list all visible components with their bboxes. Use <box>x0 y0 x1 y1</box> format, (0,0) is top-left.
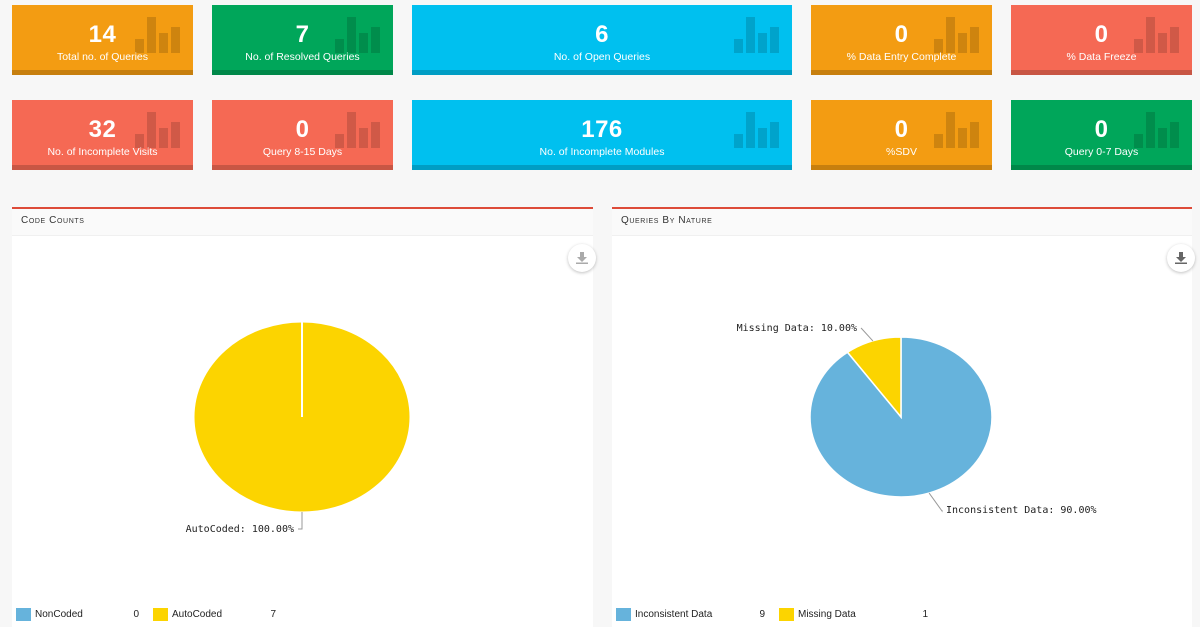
legend-label: Inconsistent Data <box>635 609 713 620</box>
tile-label: Query 0-7 Days <box>1064 146 1139 158</box>
tile-label: % Data Entry Complete <box>846 51 957 63</box>
tile-incomplete-visits[interactable]: 32 No. of Incomplete Visits <box>12 100 193 170</box>
queries-by-nature-panel: Queries By Nature Inconsistent Data: 90.… <box>612 207 1195 627</box>
legend-swatch <box>153 608 168 621</box>
tile-value: 0 <box>295 116 310 143</box>
legend-count: 7 <box>270 609 276 620</box>
tile-value: 176 <box>581 116 623 143</box>
tile-open-queries[interactable]: 6 No. of Open Queries <box>412 5 792 75</box>
legend-item-noncoded[interactable]: NonCoded 0 <box>16 608 139 621</box>
panel-title: Queries By Nature <box>612 209 1192 236</box>
download-button[interactable] <box>568 244 596 272</box>
pie-slice-missing-data[interactable] <box>846 336 902 420</box>
download-button[interactable] <box>1167 244 1195 272</box>
tile-label: No. of Resolved Queries <box>245 51 360 63</box>
legend-item-inconsistent-data[interactable]: Inconsistent Data 9 <box>616 608 765 621</box>
tile-data-freeze[interactable]: 0 % Data Freeze <box>1011 5 1192 75</box>
tile-data-entry-complete[interactable]: 0 % Data Entry Complete <box>811 5 992 75</box>
bar-chart-icon <box>734 108 782 148</box>
download-icon <box>576 252 588 264</box>
tile-incomplete-modules[interactable]: 176 No. of Incomplete Modules <box>412 100 792 170</box>
tile-value: 14 <box>88 21 117 48</box>
bar-chart-icon <box>934 108 982 148</box>
bar-chart-icon <box>135 108 183 148</box>
data-label: Inconsistent Data: 90.00% <box>946 505 1097 516</box>
tile-query-8-15-days[interactable]: 0 Query 8-15 Days <box>212 100 393 170</box>
legend-swatch <box>616 608 631 621</box>
tile-label: No. of Incomplete Visits <box>47 146 158 158</box>
bar-chart-icon <box>1134 108 1182 148</box>
data-label: Missing Data: 10.00% <box>737 323 857 334</box>
chart-legend: NonCoded 0 AutoCoded 7 <box>16 608 276 621</box>
bar-chart-icon <box>934 13 982 53</box>
tile-value: 0 <box>1094 116 1109 143</box>
tile-resolved-queries[interactable]: 7 No. of Resolved Queries <box>212 5 393 75</box>
legend-label: AutoCoded <box>172 609 223 620</box>
bar-chart-icon <box>1134 13 1182 53</box>
tile-label: No. of Open Queries <box>553 51 651 63</box>
tile-total-queries[interactable]: 14 Total no. of Queries <box>12 5 193 75</box>
legend-swatch <box>779 608 794 621</box>
legend-swatch <box>16 608 31 621</box>
data-label-connector <box>298 512 303 530</box>
code-counts-pie-chart: AutoCoded: 100.00% <box>186 321 411 535</box>
tile-query-0-7-days[interactable]: 0 Query 0-7 Days <box>1011 100 1192 170</box>
data-label-connector <box>860 327 874 342</box>
tile-value: 0 <box>1094 21 1109 48</box>
tile-value: 0 <box>894 21 909 48</box>
legend-label: NonCoded <box>35 609 83 620</box>
tile-value: 32 <box>88 116 117 143</box>
bar-chart-icon <box>335 13 383 53</box>
legend-label: Missing Data <box>798 609 856 620</box>
panel-title: Code Counts <box>12 209 593 236</box>
bar-chart-icon <box>335 108 383 148</box>
tile-value: 6 <box>595 21 609 48</box>
tile-label: Query 8-15 Days <box>262 146 343 158</box>
bar-chart-icon <box>734 13 782 53</box>
chart-legend: Inconsistent Data 9 Missing Data 1 <box>616 608 928 621</box>
tile-label: % Data Freeze <box>1066 51 1137 63</box>
legend-item-missing-data[interactable]: Missing Data 1 <box>779 608 928 621</box>
data-label-connector <box>928 492 943 513</box>
tile-label: No. of Incomplete Modules <box>539 146 665 158</box>
tile-label: %SDV <box>886 146 917 158</box>
tile-label: Total no. of Queries <box>56 51 149 63</box>
code-counts-panel: Code Counts AutoCoded: 100.00% NonCoded … <box>12 207 596 627</box>
download-icon <box>1175 252 1187 264</box>
legend-count: 1 <box>922 609 928 620</box>
legend-item-autocoded[interactable]: AutoCoded 7 <box>153 608 276 621</box>
legend-count: 0 <box>133 609 139 620</box>
legend-count: 9 <box>759 609 765 620</box>
bar-chart-icon <box>135 13 183 53</box>
tile-value: 0 <box>894 116 909 143</box>
data-label: AutoCoded: 100.00% <box>186 524 294 535</box>
queries-by-nature-pie-chart: Inconsistent Data: 90.00% Missing Data: 1… <box>737 323 1097 516</box>
tile-value: 7 <box>295 21 310 48</box>
tile-sdv[interactable]: 0 %SDV <box>811 100 992 170</box>
